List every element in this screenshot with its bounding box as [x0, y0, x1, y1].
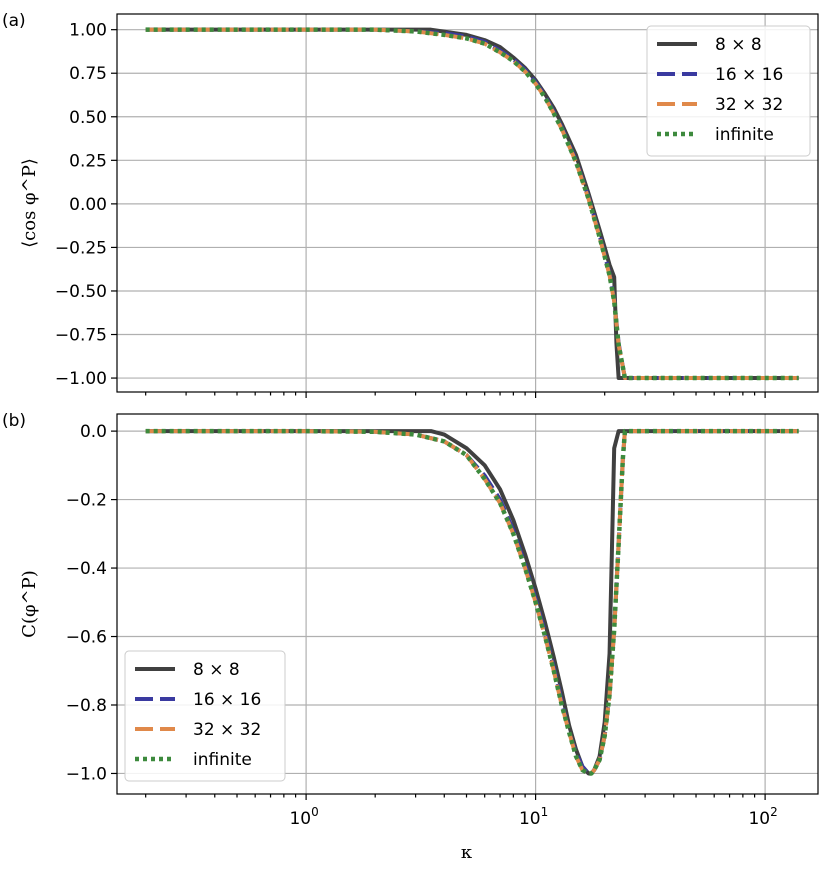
x-tick-exponent: 2 — [770, 805, 778, 819]
y-tick-label: 1.00 — [69, 21, 107, 41]
legend-label-0: 8 × 8 — [193, 660, 240, 680]
x-tick-exponent: 0 — [311, 805, 319, 819]
y-tick-label: 0.00 — [69, 195, 107, 215]
y-tick-label: −0.8 — [66, 696, 107, 716]
y-tick-label: −0.6 — [66, 628, 107, 648]
legend-label-1: 16 × 16 — [715, 65, 783, 85]
series-line-3 — [145, 428, 799, 776]
plot-frame — [116, 13, 819, 393]
x-tick-base: 10 — [289, 809, 311, 829]
y-tick-label: −0.25 — [55, 238, 107, 258]
panel-label: (b) — [2, 411, 26, 431]
y-tick-label: 0.75 — [69, 64, 107, 84]
y-tick-label: 0.25 — [69, 151, 107, 171]
y-tick-label: 0.0 — [80, 422, 107, 442]
y-tick-label: −0.4 — [66, 559, 107, 579]
legend-label-3: infinite — [715, 125, 774, 145]
y-tick-label: −0.2 — [66, 491, 107, 511]
x-tick-base: 10 — [519, 809, 541, 829]
x-tick-label: 102 — [748, 805, 777, 829]
series-line-3 — [145, 27, 799, 381]
legend-label-2: 32 × 32 — [193, 720, 261, 740]
x-tick-label: 101 — [519, 805, 548, 829]
panel-a: 1.00 0.75 0.50 0.25 0.00 −0.25 −0.50 −0.75 −1.00… — [2, 11, 819, 398]
x-tick-exponent: 1 — [541, 805, 549, 819]
y-tick-label: −0.75 — [55, 326, 107, 346]
series-line-0 — [145, 429, 799, 776]
x-axis-label: κ — [461, 842, 473, 863]
y-tick-label: −0.50 — [55, 282, 107, 302]
y-axis-label: ⟨cos φ^P⟩ — [19, 158, 40, 248]
legend-box — [646, 25, 811, 157]
legend-label-3: infinite — [193, 750, 252, 770]
x-tick-label: 100 — [289, 805, 318, 829]
y-tick-label: −1.0 — [66, 764, 107, 784]
plot-frame — [116, 413, 819, 795]
y-tick-label: 0.50 — [69, 108, 107, 128]
legend-label-2: 32 × 32 — [715, 95, 783, 115]
panel-label: (a) — [2, 11, 26, 31]
legend-label-0: 8 × 8 — [715, 35, 762, 55]
legend-label-1: 16 × 16 — [193, 690, 261, 710]
y-axis-label: C(φ^P) — [19, 570, 40, 638]
x-tick-base: 10 — [748, 809, 770, 829]
y-tick-label: −1.00 — [55, 369, 107, 389]
legend-box — [124, 650, 286, 782]
